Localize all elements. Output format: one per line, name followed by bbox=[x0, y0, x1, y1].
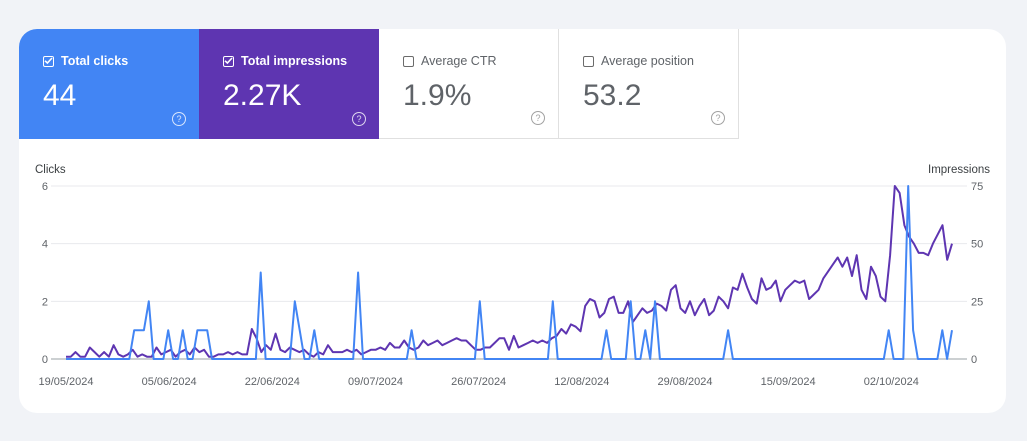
x-tick-label: 19/05/2024 bbox=[38, 376, 93, 388]
metric-label: Average position bbox=[601, 54, 694, 68]
metric-value: 1.9% bbox=[403, 79, 472, 112]
series-line-impressions bbox=[66, 185, 953, 358]
metric-tabs: Total clicks 44 ? Total impressions 2.27… bbox=[19, 29, 739, 139]
checkbox-unchecked-icon[interactable] bbox=[583, 55, 594, 67]
x-tick-label: 05/06/2024 bbox=[142, 376, 197, 388]
right-tick-label: 75 bbox=[971, 181, 983, 193]
metric-value: 2.27K bbox=[223, 79, 302, 112]
checkbox-checked-icon[interactable] bbox=[43, 55, 54, 67]
checkbox-unchecked-icon[interactable] bbox=[403, 55, 414, 67]
x-tick-label: 12/08/2024 bbox=[554, 376, 609, 388]
series-lines bbox=[66, 185, 953, 360]
right-tick-label: 50 bbox=[971, 239, 983, 251]
right-tick-label: 0 bbox=[971, 354, 977, 366]
checkbox-checked-icon[interactable] bbox=[223, 55, 234, 67]
right-axis-title: Impressions bbox=[928, 164, 990, 176]
metric-label: Total clicks bbox=[61, 54, 129, 68]
grid-lines bbox=[51, 185, 967, 360]
metric-total-clicks[interactable]: Total clicks 44 ? bbox=[19, 29, 199, 139]
left-tick-label: 6 bbox=[42, 181, 48, 193]
x-tick-label: 15/09/2024 bbox=[761, 376, 816, 388]
metric-value: 44 bbox=[43, 79, 77, 112]
metric-label: Total impressions bbox=[241, 54, 348, 68]
x-tick-label: 29/08/2024 bbox=[657, 376, 712, 388]
help-icon[interactable]: ? bbox=[172, 112, 186, 126]
x-tick-label: 09/07/2024 bbox=[348, 376, 403, 388]
metric-label: Average CTR bbox=[421, 54, 497, 68]
metric-average-position[interactable]: Average position 53.2 ? bbox=[559, 29, 739, 139]
left-axis-title: Clicks bbox=[35, 164, 66, 176]
performance-card: Total clicks 44 ? Total impressions 2.27… bbox=[19, 29, 1006, 413]
left-tick-label: 0 bbox=[42, 354, 48, 366]
right-tick-label: 25 bbox=[971, 296, 983, 308]
left-tick-label: 4 bbox=[42, 239, 48, 251]
x-tick-label: 22/06/2024 bbox=[245, 376, 300, 388]
help-icon[interactable]: ? bbox=[531, 111, 545, 125]
metric-average-ctr[interactable]: Average CTR 1.9% ? bbox=[379, 29, 559, 139]
x-tick-label: 26/07/2024 bbox=[451, 376, 506, 388]
series-line-clicks bbox=[66, 185, 953, 360]
axis-ticks: 6 75 4 50 2 25 0 0 19/05/2024 05/06/2024 22/06/202… bbox=[38, 181, 983, 388]
x-tick-label: 02/10/2024 bbox=[864, 376, 919, 388]
help-icon[interactable]: ? bbox=[711, 111, 725, 125]
performance-chart: Clicks Impressions 6 75 4 50 2 25 0 0 19/05/2024… bbox=[35, 164, 990, 388]
metric-total-impressions[interactable]: Total impressions 2.27K ? bbox=[199, 29, 379, 139]
metric-value: 53.2 bbox=[583, 79, 642, 112]
help-icon[interactable]: ? bbox=[352, 112, 366, 126]
left-tick-label: 2 bbox=[42, 296, 48, 308]
